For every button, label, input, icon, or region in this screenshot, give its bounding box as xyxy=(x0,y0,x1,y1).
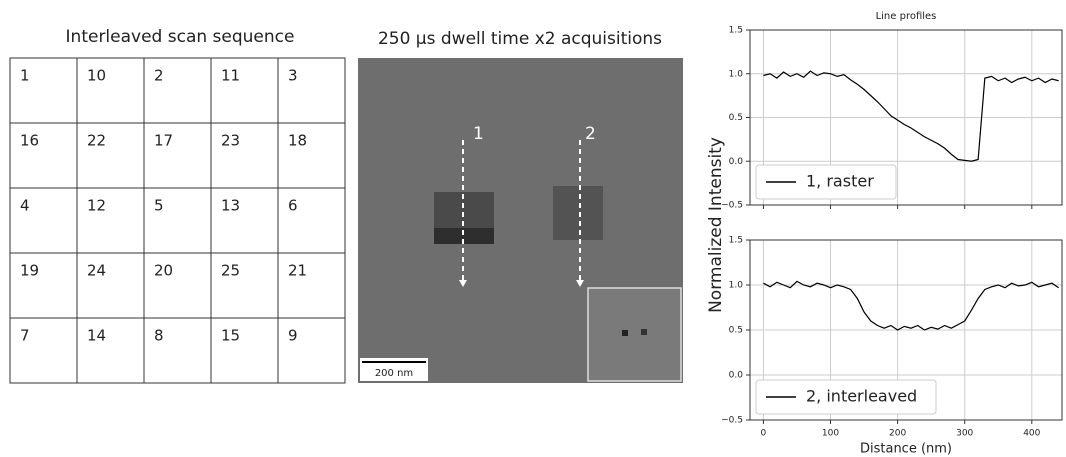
table-cell xyxy=(277,317,346,384)
line-series xyxy=(763,70,1059,162)
cell-text: 6 xyxy=(288,197,298,215)
plot-frame xyxy=(749,29,1063,206)
sem-image: 1 2 200 nm xyxy=(358,58,683,383)
arrow-head xyxy=(459,280,467,287)
cell-text: 18 xyxy=(288,132,307,150)
cell-text: 3 xyxy=(288,67,298,85)
arrow-label: 2 xyxy=(585,124,596,144)
y-tick-label: 0.0 xyxy=(729,157,744,167)
cell-text: 15 xyxy=(221,327,240,345)
cell-text: 4 xyxy=(20,197,30,215)
cell-text: 19 xyxy=(20,262,39,280)
cell-text: 22 xyxy=(87,132,106,150)
cell-text: 2 xyxy=(154,67,164,85)
y-tick-label: 1.0 xyxy=(729,69,744,79)
cell-text: 7 xyxy=(20,327,30,345)
legend-label: 2, interleaved xyxy=(806,387,917,406)
scale-label: 200 nm xyxy=(375,368,413,379)
scale-box xyxy=(360,358,428,381)
line-series xyxy=(763,280,1059,331)
y-axis-label: Normalized Intensity xyxy=(706,137,726,313)
plot-frame xyxy=(749,239,1063,421)
inset-dot xyxy=(622,330,628,336)
x-tick-label: 200 xyxy=(889,429,906,439)
cell-text: 23 xyxy=(221,132,240,150)
cell-text: 16 xyxy=(20,132,39,150)
y-tick-label: 1.5 xyxy=(729,236,743,246)
cell-text: 24 xyxy=(87,262,106,280)
y-tick-label: 1.0 xyxy=(729,281,744,291)
y-tick-label: 0.5 xyxy=(729,113,743,123)
cell-text: 14 xyxy=(87,327,106,345)
arrow-label: 1 xyxy=(473,124,484,144)
x-tick-label: 300 xyxy=(956,429,973,439)
arrow-head xyxy=(576,280,584,287)
cell-text: 10 xyxy=(87,67,106,85)
legend-box xyxy=(755,164,897,200)
legend-box xyxy=(755,379,937,415)
cell-text: 13 xyxy=(221,197,240,215)
legend-label: 1, raster xyxy=(806,172,874,191)
x-axis-label: Distance (nm) xyxy=(860,442,952,457)
table-title: Interleaved scan sequence xyxy=(66,27,295,47)
image-title: 250 µs dwell time x2 acquisitions xyxy=(378,29,662,49)
square-2 xyxy=(553,186,603,240)
cell-text: 17 xyxy=(154,132,173,150)
y-tick-label: 0.0 xyxy=(729,371,744,381)
cell-text: 1 xyxy=(20,67,30,85)
y-tick-label: 1.5 xyxy=(729,26,743,36)
cell-text: 9 xyxy=(288,327,298,345)
cell-text: 5 xyxy=(154,197,164,215)
square-1-shadow xyxy=(434,228,494,244)
inset-dot xyxy=(641,329,647,335)
x-tick-label: 400 xyxy=(1023,429,1040,439)
cell-text: 25 xyxy=(221,262,240,280)
cell-text: 11 xyxy=(221,67,240,85)
cell-text: 20 xyxy=(154,262,173,280)
y-tick-label: −0.5 xyxy=(721,201,743,211)
inset xyxy=(587,287,682,382)
x-tick-label: 100 xyxy=(822,429,839,439)
chart-title: Line profiles xyxy=(876,11,937,22)
cell-text: 21 xyxy=(288,262,307,280)
y-tick-label: −0.5 xyxy=(721,416,743,426)
x-tick-label: 0 xyxy=(761,429,767,439)
cell-text: 12 xyxy=(87,197,106,215)
cell-text: 8 xyxy=(154,327,164,345)
y-tick-label: 0.5 xyxy=(729,326,743,336)
